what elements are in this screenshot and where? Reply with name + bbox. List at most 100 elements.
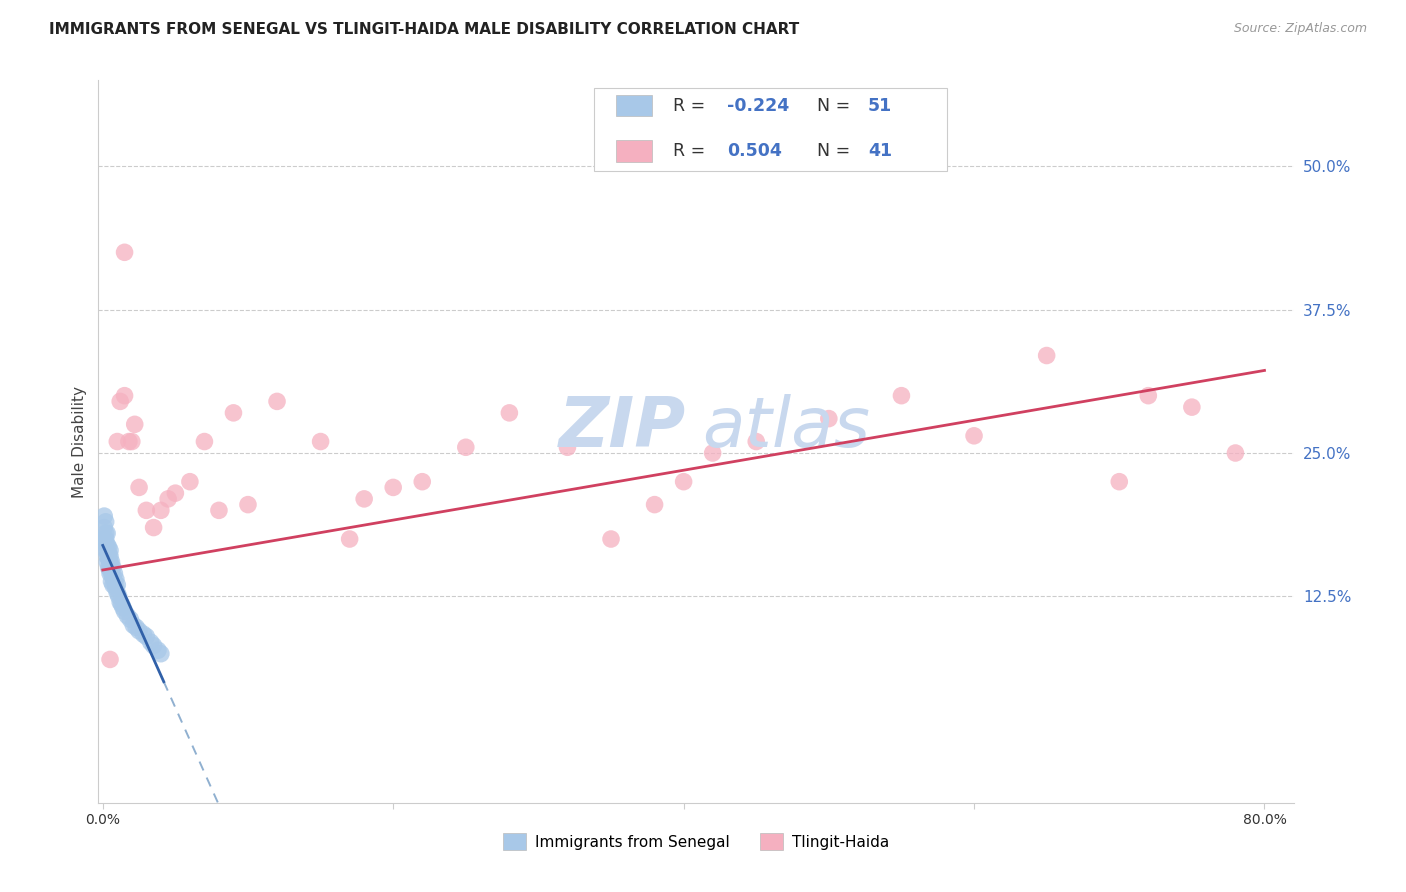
Point xyxy=(557,440,579,454)
Text: 41: 41 xyxy=(868,142,893,160)
Point xyxy=(114,389,136,403)
Point xyxy=(149,647,172,661)
Point xyxy=(105,578,128,592)
Point xyxy=(101,570,124,584)
FancyBboxPatch shape xyxy=(616,95,652,117)
Point xyxy=(103,566,125,581)
Text: -0.224: -0.224 xyxy=(727,96,789,114)
Point xyxy=(100,566,122,581)
Point xyxy=(208,503,231,517)
Point xyxy=(382,480,405,494)
Point xyxy=(149,503,172,517)
Point xyxy=(1108,475,1130,489)
Point xyxy=(120,612,142,626)
Point xyxy=(309,434,332,449)
Point xyxy=(98,560,121,574)
Point xyxy=(124,417,146,432)
Point xyxy=(1181,400,1204,414)
Point xyxy=(104,582,127,596)
Point xyxy=(96,549,118,564)
Point xyxy=(128,624,150,638)
Point xyxy=(745,434,768,449)
Point xyxy=(97,540,120,554)
Point xyxy=(97,551,120,566)
Point xyxy=(96,543,118,558)
Point xyxy=(179,475,201,489)
Point xyxy=(94,538,117,552)
Point xyxy=(97,560,120,574)
Point xyxy=(498,406,520,420)
Point xyxy=(94,515,117,529)
Point xyxy=(94,532,117,546)
Point xyxy=(135,503,157,517)
Point xyxy=(100,555,122,569)
Point xyxy=(93,520,115,534)
Point xyxy=(97,547,120,561)
Point xyxy=(96,526,118,541)
Point xyxy=(104,572,127,586)
Point xyxy=(108,394,131,409)
Point xyxy=(98,543,121,558)
Point xyxy=(128,480,150,494)
Point xyxy=(94,526,117,541)
Point xyxy=(107,590,129,604)
Point xyxy=(96,538,118,552)
Point xyxy=(132,627,155,641)
Text: 51: 51 xyxy=(868,96,893,114)
Point xyxy=(125,620,148,634)
Point xyxy=(118,434,141,449)
Point xyxy=(1225,446,1247,460)
Point xyxy=(121,434,143,449)
Point xyxy=(339,532,361,546)
Text: Source: ZipAtlas.com: Source: ZipAtlas.com xyxy=(1233,22,1367,36)
Point xyxy=(266,394,288,409)
Point xyxy=(98,555,121,569)
Point xyxy=(122,618,145,632)
Point xyxy=(135,630,157,644)
Point xyxy=(93,509,115,524)
Point xyxy=(98,566,121,581)
Point xyxy=(1137,389,1160,403)
Point xyxy=(139,635,162,649)
Point xyxy=(100,574,122,589)
Point xyxy=(93,532,115,546)
FancyBboxPatch shape xyxy=(616,140,652,162)
Point xyxy=(142,520,165,534)
Point xyxy=(114,245,136,260)
Point xyxy=(101,578,124,592)
Point xyxy=(101,560,124,574)
Point xyxy=(222,406,245,420)
Text: N =: N = xyxy=(817,96,855,114)
Point xyxy=(818,411,841,425)
Point xyxy=(117,608,139,623)
Point xyxy=(114,604,136,618)
Point xyxy=(105,434,128,449)
Point xyxy=(94,543,117,558)
Point xyxy=(193,434,215,449)
Point xyxy=(890,389,912,403)
Text: atlas: atlas xyxy=(702,393,870,460)
Point xyxy=(1035,349,1057,363)
Point xyxy=(96,555,118,569)
Point xyxy=(100,563,122,577)
Point xyxy=(103,574,125,589)
Point xyxy=(98,652,121,666)
Text: R =: R = xyxy=(673,96,711,114)
Point xyxy=(105,586,128,600)
Text: R =: R = xyxy=(673,142,717,160)
Point xyxy=(98,549,121,564)
Point xyxy=(111,598,134,612)
Point xyxy=(411,475,433,489)
FancyBboxPatch shape xyxy=(595,87,948,170)
Point xyxy=(146,643,169,657)
Text: ZIP: ZIP xyxy=(558,393,686,460)
Point xyxy=(963,429,986,443)
Point xyxy=(672,475,695,489)
Point xyxy=(142,639,165,653)
Point xyxy=(112,600,135,615)
Point xyxy=(454,440,477,454)
Text: IMMIGRANTS FROM SENEGAL VS TLINGIT-HAIDA MALE DISABILITY CORRELATION CHART: IMMIGRANTS FROM SENEGAL VS TLINGIT-HAIDA… xyxy=(49,22,800,37)
Point xyxy=(353,491,375,506)
Text: N =: N = xyxy=(817,142,855,160)
Y-axis label: Male Disability: Male Disability xyxy=(72,385,87,498)
